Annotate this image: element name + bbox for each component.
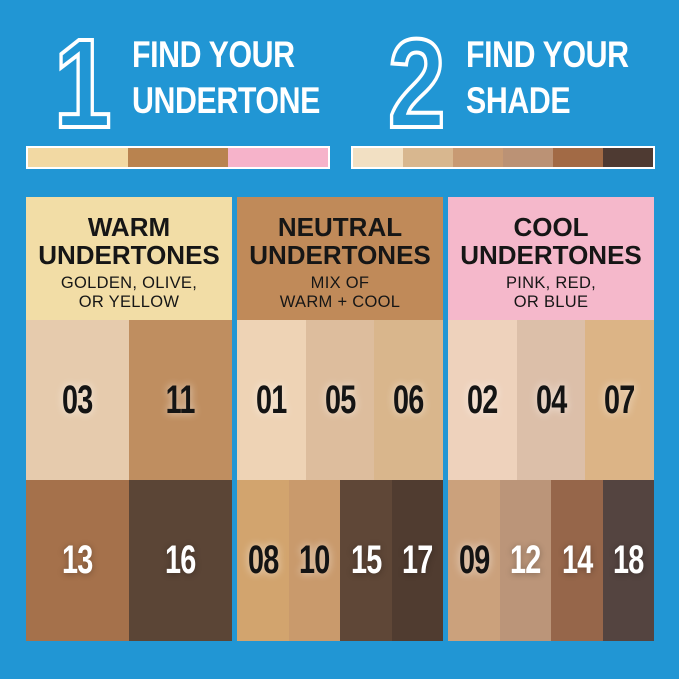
shade-swatch-15: 15 xyxy=(340,480,392,641)
shade-number: 08 xyxy=(247,538,279,582)
shade-swatch-03: 03 xyxy=(26,320,129,480)
column-cool-undertones: COOL UNDERTONES PINK, RED, OR BLUE 02 04… xyxy=(448,197,655,641)
shade-number: 03 xyxy=(62,377,93,422)
strip-segment-cool xyxy=(228,148,328,167)
shade-number: 12 xyxy=(509,538,541,582)
step-2-title: FIND YOUR SHADE xyxy=(466,32,664,124)
cool-dark-shades: 09 12 14 18 xyxy=(448,480,654,641)
shade-number: 10 xyxy=(298,538,330,582)
step-2-number: 2 xyxy=(386,13,447,154)
warm-light-shades: 03 11 xyxy=(26,320,232,480)
column-neutral-undertones: NEUTRAL UNDERTONES MIX OF WARM + COOL 01… xyxy=(237,197,444,641)
shade-number: 15 xyxy=(350,538,382,582)
shade-swatch-07: 07 xyxy=(585,320,655,480)
shade-swatch-13: 13 xyxy=(26,480,129,641)
step-2-title-line2: SHADE xyxy=(466,80,571,121)
cool-title-line1: COOL xyxy=(513,212,589,242)
shade-number: 13 xyxy=(62,538,93,582)
shade-swatch-16: 16 xyxy=(129,480,232,641)
shade-number: 04 xyxy=(535,377,567,422)
step-1-header: 1 FIND YOUR UNDERTONE xyxy=(52,13,361,154)
step-2-header: 2 FIND YOUR SHADE xyxy=(386,13,664,154)
strip-segment-1 xyxy=(353,148,403,167)
shade-swatch-08: 08 xyxy=(237,480,289,641)
shade-number: 07 xyxy=(604,377,635,422)
warm-title-line2: UNDERTONES xyxy=(38,240,220,270)
warm-header: WARM UNDERTONES GOLDEN, OLIVE, OR YELLOW xyxy=(26,197,232,320)
cool-light-shades: 02 04 07 xyxy=(448,320,655,480)
shade-number: 11 xyxy=(165,377,196,422)
shade-swatch-14: 14 xyxy=(551,480,603,641)
neutral-title-line1: NEUTRAL xyxy=(277,212,403,242)
shade-swatch-17: 17 xyxy=(391,480,443,641)
cool-title-line2: UNDERTONES xyxy=(460,240,642,270)
warm-subtitle-line1: GOLDEN, OLIVE, xyxy=(60,274,198,292)
shade-number: 06 xyxy=(393,377,424,422)
neutral-subtitle-line1: MIX OF xyxy=(310,274,370,292)
shade-number: 17 xyxy=(401,538,433,582)
neutral-header: NEUTRAL UNDERTONES MIX OF WARM + COOL xyxy=(237,197,443,320)
strip-segment-warm xyxy=(28,148,128,167)
step-1-title-line1: FIND YOUR xyxy=(132,34,295,75)
cool-header: COOL UNDERTONES PINK, RED, OR BLUE xyxy=(448,197,654,320)
shade-swatch-09: 09 xyxy=(448,480,500,641)
neutral-light-shades: 01 05 06 xyxy=(237,320,444,480)
neutral-dark-shades: 08 10 15 17 xyxy=(237,480,443,641)
shade-swatch-06: 06 xyxy=(374,320,444,480)
shade-swatch-11: 11 xyxy=(129,320,232,480)
undertone-color-strip xyxy=(26,146,330,169)
step-1-title-line2: UNDERTONE xyxy=(132,80,320,121)
warm-dark-shades: 13 16 xyxy=(26,480,232,641)
step-1-number: 1 xyxy=(52,13,113,154)
strip-segment-neutral xyxy=(128,148,228,167)
shade-swatch-05: 05 xyxy=(305,320,375,480)
step-2-title-line1: FIND YOUR xyxy=(466,34,629,75)
shade-number: 01 xyxy=(256,377,287,422)
shade-color-strip xyxy=(351,146,655,169)
shade-number: 05 xyxy=(324,377,356,422)
cool-subtitle-line1: PINK, RED, xyxy=(505,274,597,292)
shade-swatch-01: 01 xyxy=(237,320,306,480)
strip-segment-3 xyxy=(453,148,503,167)
neutral-title-line2: UNDERTONES xyxy=(249,240,431,270)
shade-swatch-12: 12 xyxy=(499,480,551,641)
shade-swatch-04: 04 xyxy=(516,320,586,480)
step-1-title: FIND YOUR UNDERTONE xyxy=(132,32,361,124)
shade-number: 18 xyxy=(612,538,644,582)
strip-segment-2 xyxy=(403,148,453,167)
cool-subtitle-line2: OR BLUE xyxy=(513,293,589,311)
strip-segment-4 xyxy=(503,148,553,167)
shade-swatch-02: 02 xyxy=(448,320,517,480)
shade-swatch-10: 10 xyxy=(288,480,340,641)
column-warm-undertones: WARM UNDERTONES GOLDEN, OLIVE, OR YELLOW… xyxy=(26,197,232,641)
strip-segment-5 xyxy=(553,148,603,167)
neutral-subtitle-line2: WARM + COOL xyxy=(279,293,401,311)
shade-number: 14 xyxy=(561,538,593,582)
shade-number: 16 xyxy=(165,538,196,582)
shade-number: 09 xyxy=(458,538,490,582)
warm-subtitle-line2: OR YELLOW xyxy=(78,293,180,311)
shade-number: 02 xyxy=(467,377,498,422)
strip-segment-6 xyxy=(603,148,653,167)
warm-title-line1: WARM xyxy=(87,212,171,242)
shade-swatch-18: 18 xyxy=(602,480,654,641)
